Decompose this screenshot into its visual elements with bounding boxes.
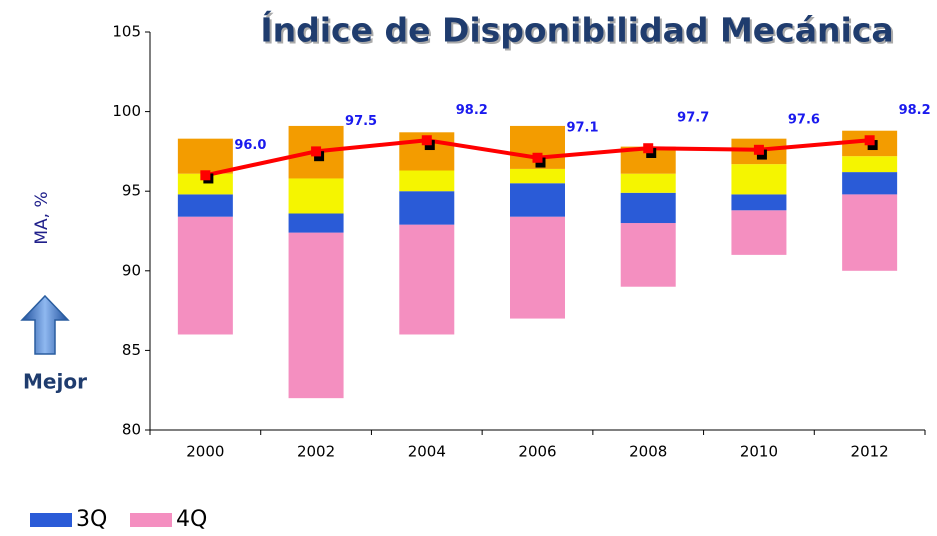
- y-tick-label: 100: [112, 102, 141, 120]
- line-point: [753, 144, 764, 155]
- line-point: [311, 146, 322, 157]
- bar-segment: [510, 168, 565, 184]
- bar-segment: [842, 172, 898, 195]
- x-tick-label: 2010: [740, 443, 778, 461]
- data-label: 97.6: [788, 112, 820, 127]
- line-point: [200, 170, 211, 181]
- bar-segment: [288, 213, 344, 233]
- bar-segment: [177, 173, 233, 195]
- legend-swatch: [30, 513, 72, 527]
- data-label: 97.7: [677, 111, 709, 126]
- bar-segment: [177, 138, 233, 174]
- annotation: Mejor: [23, 370, 87, 394]
- x-tick-label: 2000: [186, 443, 224, 461]
- x-tick-label: 2006: [518, 443, 556, 461]
- arrow-icon: [20, 294, 70, 355]
- bar-segment: [288, 232, 344, 399]
- bar-segment: [399, 224, 455, 335]
- bar-segment: [731, 210, 787, 255]
- line-point: [421, 135, 432, 146]
- x-tick-label: 2012: [851, 443, 889, 461]
- x-tick-label: 2008: [629, 443, 667, 461]
- line-point: [864, 135, 875, 146]
- bar-segment: [620, 192, 676, 224]
- data-label: 98.2: [899, 103, 931, 118]
- chart-title: Índice de Disponibilidad Mecánica: [260, 10, 893, 50]
- bar-segment: [510, 216, 565, 319]
- x-tick-label: 2004: [408, 443, 446, 461]
- bar-segment: [177, 194, 233, 217]
- y-tick-label: 105: [112, 23, 141, 41]
- line-point: [643, 143, 654, 154]
- bar-segment: [620, 223, 676, 287]
- legend-swatch: [130, 513, 172, 527]
- bar-segment: [842, 156, 898, 173]
- x-tick-label: 2002: [297, 443, 335, 461]
- bar-segment: [288, 178, 344, 214]
- y-axis-label: MA, %: [32, 191, 52, 244]
- bar-segment: [620, 173, 676, 193]
- bar-segment: [399, 191, 455, 225]
- y-tick-label: 80: [122, 421, 141, 439]
- y-tick-label: 85: [122, 341, 141, 359]
- data-label: 98.2: [456, 103, 488, 118]
- y-tick-label: 95: [122, 182, 141, 200]
- legend-label: 4Q: [176, 507, 207, 532]
- bar-segment: [399, 170, 455, 192]
- bar-segment: [177, 216, 233, 335]
- data-label: 96.0: [234, 138, 266, 153]
- bar-segment: [731, 194, 787, 211]
- y-tick-label: 90: [122, 261, 141, 279]
- line-point: [532, 152, 543, 163]
- bar-segment: [731, 164, 787, 195]
- data-label: 97.5: [345, 114, 377, 129]
- bar-segment: [510, 183, 565, 217]
- bar-segment: [842, 194, 898, 271]
- data-label: 97.1: [566, 120, 598, 135]
- legend-label: 3Q: [76, 507, 107, 532]
- title-shadow: Índice de Disponibilidad Mecánica: [262, 12, 895, 52]
